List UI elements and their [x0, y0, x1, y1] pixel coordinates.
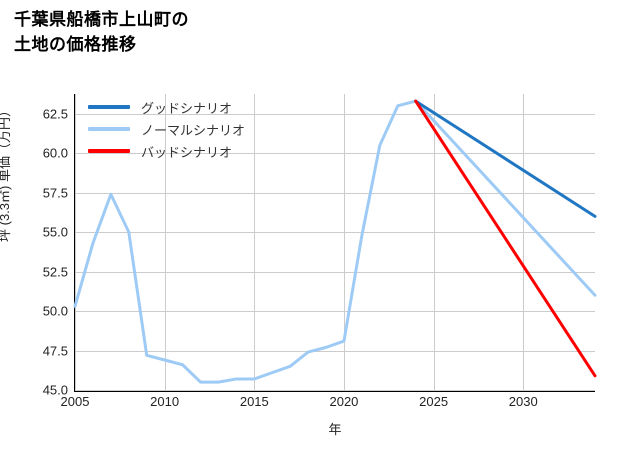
y-tick-label: 57.5 [42, 185, 68, 201]
x-tick-label: 2020 [329, 394, 359, 409]
y-axis-title: 坪 (3.3㎡) 単価（万円） [0, 104, 12, 242]
y-tick-label: 50.0 [42, 303, 68, 319]
series-lines [73, 99, 597, 384]
gridline-horizontal [75, 232, 595, 234]
plot-area [73, 94, 597, 391]
legend-color-swatch [88, 149, 130, 153]
y-tick-label: 55.0 [42, 224, 68, 240]
x-axis-title: 年 [328, 422, 342, 437]
legend-item: ノーマルシナリオ [88, 118, 245, 140]
x-axis-line [74, 390, 595, 392]
chart-title: 千葉県船橋市上山町の 土地の価格推移 [14, 10, 189, 54]
gridline-horizontal [75, 113, 595, 115]
gridline-vertical [164, 94, 166, 390]
series-line [414, 99, 597, 378]
x-tick-label: 2015 [239, 394, 269, 409]
gridline-horizontal [75, 390, 595, 391]
y-tick-label: 47.5 [42, 343, 68, 359]
gridline-horizontal [75, 192, 595, 194]
gridline-vertical [75, 94, 76, 390]
legend-item-label: バッドシナリオ [141, 144, 233, 160]
series-line [414, 99, 597, 218]
gridline-vertical [523, 94, 525, 390]
gridline-vertical [254, 94, 256, 390]
x-tick-label: 2030 [508, 394, 538, 409]
series-line [73, 99, 597, 384]
y-tick-label: 52.5 [42, 264, 68, 280]
gridline-horizontal [75, 311, 595, 313]
legend-item-label: ノーマルシナリオ [141, 122, 246, 138]
y-tick-label: 60.0 [42, 145, 68, 161]
legend-item: グッドシナリオ [88, 96, 245, 118]
legend-item-label: グッドシナリオ [141, 100, 233, 116]
chart-legend: グッドシナリオ ノーマルシナリオ バッドシナリオ [88, 96, 245, 162]
y-tick-label: 62.5 [42, 106, 68, 122]
legend-item: バッドシナリオ [88, 140, 245, 162]
x-tick-label: 2010 [150, 394, 180, 409]
y-tick-label: 45.0 [42, 382, 68, 398]
x-tick-label: 2005 [60, 394, 90, 409]
gridline-vertical [343, 94, 345, 390]
gridline-horizontal [75, 271, 595, 273]
legend-color-swatch [88, 127, 130, 131]
gridline-horizontal [75, 350, 595, 352]
gridline-horizontal [75, 153, 595, 155]
legend-color-swatch [88, 105, 130, 109]
x-tick-label: 2025 [419, 394, 449, 409]
gridline-vertical [433, 94, 435, 390]
